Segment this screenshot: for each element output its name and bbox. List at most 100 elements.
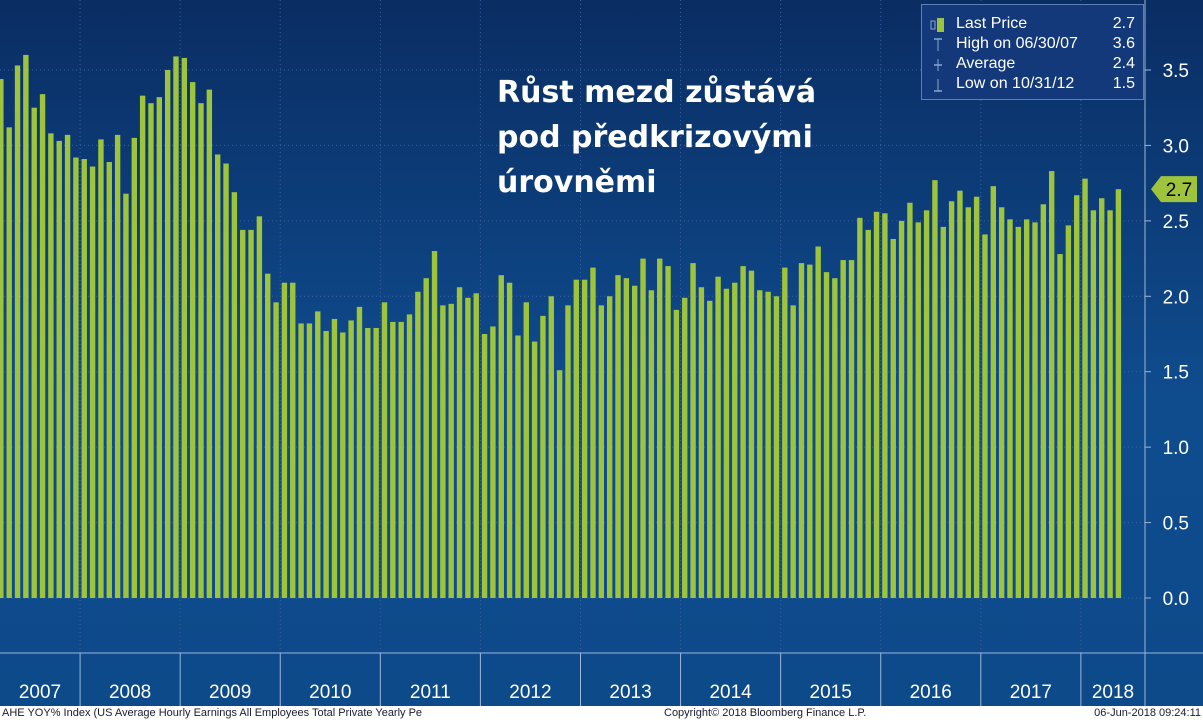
bar: [390, 321, 396, 598]
bar: [790, 305, 796, 598]
bar: [156, 97, 163, 599]
bar: [240, 229, 246, 598]
bar: [715, 276, 721, 598]
bar: [606, 296, 613, 598]
bar: [273, 302, 279, 598]
bar: [281, 282, 288, 598]
axes: 0.0 0.5 1.0 1.5 2.0 2.5 3.0 3.5 2007 2008 2009 2010…: [0, 0, 1203, 706]
bar: [1007, 219, 1013, 598]
bar: [231, 192, 238, 598]
bar: [890, 238, 896, 598]
last-price-tag: 2.7: [1151, 176, 1197, 203]
chart-headline: Růst mezd zůstává pod předkrizovými úrov…: [497, 70, 897, 205]
bar: [598, 305, 605, 598]
x-tick-label: 2007: [19, 682, 61, 703]
bar: [823, 272, 830, 598]
bar: [148, 103, 154, 598]
bar: [1032, 222, 1038, 598]
bar: [665, 266, 671, 598]
bar: [131, 137, 137, 598]
legend-item-low[interactable]: Low on 10/31/12 1.5: [922, 75, 1143, 95]
legend[interactable]: Last Price 2.7 High on 06/30/07 3.6 Aver…: [921, 4, 1144, 100]
y-tick-label: 0.0: [1163, 589, 1189, 610]
legend-label: Average: [956, 55, 1016, 72]
headline-line-3: úrovněmi: [497, 165, 657, 200]
bar: [698, 287, 705, 598]
bar: [381, 302, 388, 598]
x-tick-label: 2017: [1010, 682, 1052, 703]
bar: [373, 327, 379, 598]
bar: [39, 94, 46, 598]
bar: [290, 282, 296, 598]
bar: [265, 273, 271, 598]
bar: [807, 264, 813, 598]
bar: [857, 217, 863, 598]
bar: [915, 222, 921, 598]
bar: [456, 287, 463, 598]
bar: [0, 79, 4, 599]
bar: [139, 95, 146, 599]
y-tick-label: 3.0: [1163, 136, 1189, 157]
bar: [490, 326, 496, 598]
last-price-tag-shape: [1151, 176, 1197, 203]
bar: [982, 234, 988, 598]
bar: [206, 89, 213, 599]
bar: [765, 291, 771, 598]
bar: [990, 186, 997, 598]
bar: [815, 246, 821, 598]
bar: [898, 220, 905, 599]
bar: [565, 305, 571, 598]
grid-lines: [0, 0, 1145, 653]
x-tick-label: 2015: [810, 682, 852, 703]
y-tick-label: 3.5: [1163, 61, 1189, 82]
bar: [73, 157, 79, 598]
bar: [440, 305, 446, 598]
x-tick-label: 2008: [109, 682, 151, 703]
bar: [907, 202, 913, 598]
bar: [832, 278, 838, 598]
x-tick-label: 2011: [410, 682, 451, 703]
bar: [114, 134, 121, 598]
bar: [581, 279, 588, 598]
bar: [181, 57, 188, 599]
legend-label: Low on 10/31/12: [956, 75, 1075, 92]
bar: [615, 275, 621, 598]
bar: [331, 318, 338, 598]
x-tick-label: 2016: [910, 682, 952, 703]
bar: [690, 263, 696, 598]
legend-value: 3.6: [1112, 35, 1135, 52]
bar: [531, 341, 538, 598]
legend-value: 2.4: [1112, 55, 1135, 72]
legend-item-average[interactable]: Average 2.4: [922, 55, 1143, 75]
bar: [106, 162, 112, 598]
bar: [465, 297, 471, 598]
last-price-tag-label: 2.7: [1166, 180, 1192, 201]
x-tick-label: 2009: [209, 682, 251, 703]
headline-line-2: pod předkrizovými: [497, 120, 813, 155]
bar: [873, 211, 880, 598]
bar: [657, 258, 663, 598]
bar: [406, 314, 413, 598]
bar: [773, 296, 780, 598]
y-tick-label: 1.0: [1163, 438, 1189, 459]
legend-item-last-price[interactable]: Last Price 2.7: [922, 15, 1143, 35]
bar: [481, 334, 488, 598]
legend-item-high[interactable]: High on 06/30/07 3.6: [922, 35, 1143, 55]
x-tick-label: 2018: [1092, 682, 1134, 703]
bar: [1015, 226, 1022, 598]
x-tick-label: 2012: [509, 682, 551, 703]
bar: [515, 335, 521, 598]
bar: [1065, 225, 1072, 598]
bar: [798, 263, 805, 598]
bar: [214, 154, 221, 599]
bar: [648, 290, 655, 598]
bar: [365, 327, 371, 598]
bar: [548, 296, 554, 598]
bar: [81, 159, 87, 598]
bar: [415, 291, 421, 598]
bar: [56, 140, 62, 598]
bar: [732, 282, 738, 598]
bar: [31, 107, 37, 599]
bar: [448, 303, 454, 598]
bar: [256, 216, 263, 598]
